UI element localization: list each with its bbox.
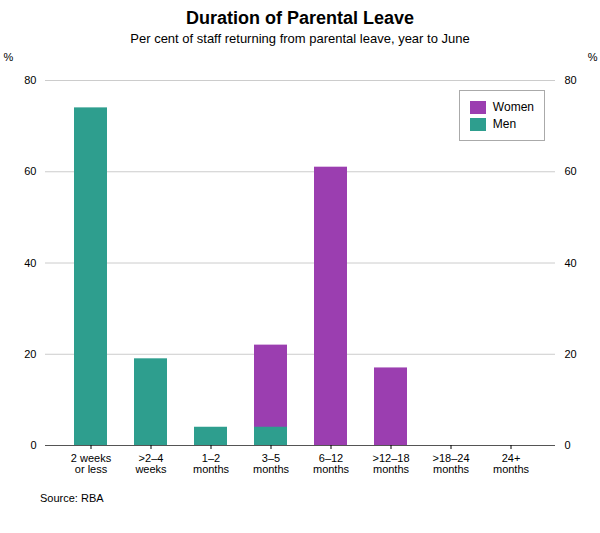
svg-text:60: 60 [24, 165, 36, 177]
svg-text:40: 40 [24, 257, 36, 269]
svg-text:>18–24months: >18–24months [432, 452, 469, 475]
html-text:Per cent of staff returning fr: Per cent of staff returning from parenta… [130, 31, 470, 46]
html-text:Men: Men [492, 117, 517, 131]
svg-text:1–2months: 1–2months [193, 452, 230, 475]
svg-text:80: 80 [24, 74, 36, 86]
svg-text:%: % [588, 51, 598, 63]
svg-text:20: 20 [565, 348, 577, 360]
svg-text:>2–4weeks: >2–4weeks [134, 452, 167, 475]
svg-text:40: 40 [565, 257, 577, 269]
svg-text:20: 20 [24, 348, 36, 360]
svg-text:6–12months: 6–12months [313, 452, 350, 475]
svg-text:60: 60 [565, 165, 577, 177]
svg-text:0: 0 [565, 439, 571, 451]
svg-text:>12–18months: >12–18months [372, 452, 409, 475]
svg-text:%: % [4, 51, 14, 63]
html-text:Women: Women [492, 100, 534, 114]
svg-text:2 weeksor less: 2 weeksor less [71, 452, 112, 475]
svg-text:3–5months: 3–5months [253, 452, 290, 475]
svg-text:0: 0 [30, 439, 36, 451]
svg-text:80: 80 [565, 74, 577, 86]
html-text:Source: RBA: Source: RBA [40, 492, 104, 504]
html-text:Duration of Parental Leave: Duration of Parental Leave [186, 8, 414, 28]
svg-text:24+months: 24+months [493, 452, 530, 475]
